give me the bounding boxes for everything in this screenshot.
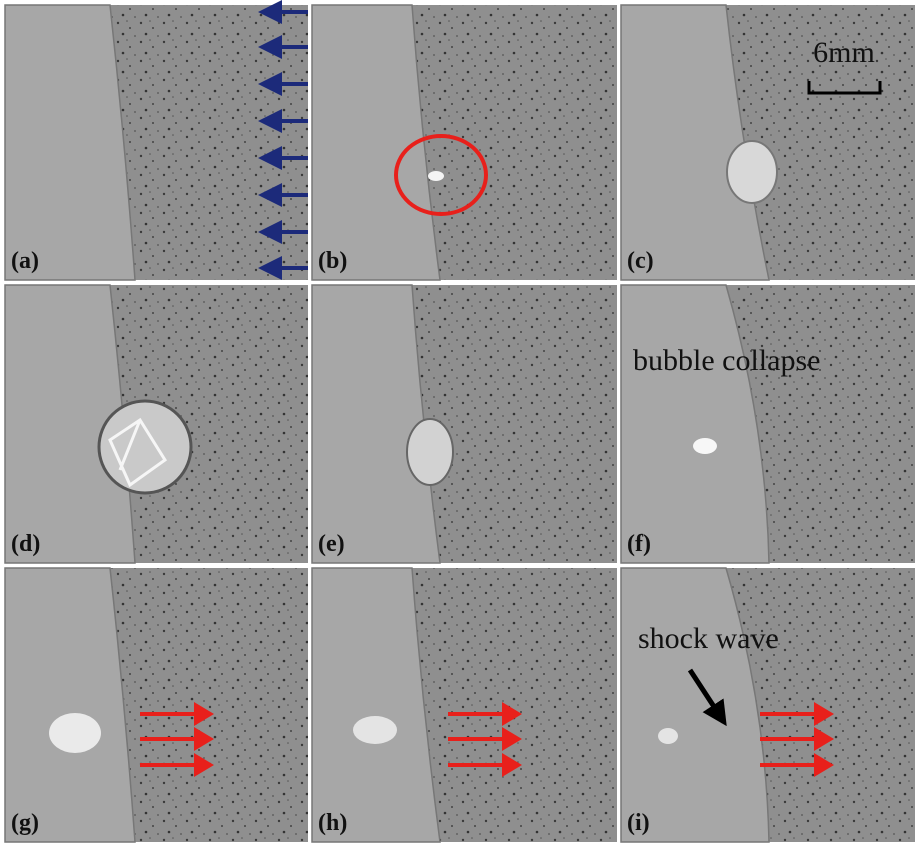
annotation: shock wave (638, 622, 779, 655)
annotation: bubble collapse (633, 344, 820, 377)
bubble (727, 141, 777, 203)
panel-label: (h) (318, 810, 347, 836)
scale-label: 6mm (813, 36, 875, 69)
panel-label: (d) (11, 531, 40, 557)
panel-label: (f) (627, 531, 651, 557)
bubble-remnant (658, 728, 678, 744)
bubble-remnant (49, 713, 101, 753)
panel-label: (g) (11, 810, 39, 836)
panel-label: (a) (11, 248, 39, 274)
spark (693, 438, 717, 454)
figure: (a) (b) (c) (d) (e) (f) (g) (h) (i) 6mm bubble c… (0, 0, 917, 844)
panel-label: (i) (627, 810, 650, 836)
panel-label: (c) (627, 248, 654, 274)
bubble-remnant (353, 716, 397, 744)
panel-label: (e) (318, 531, 345, 557)
panel-label: (b) (318, 248, 347, 274)
bubble (407, 419, 453, 485)
spark (428, 171, 444, 181)
